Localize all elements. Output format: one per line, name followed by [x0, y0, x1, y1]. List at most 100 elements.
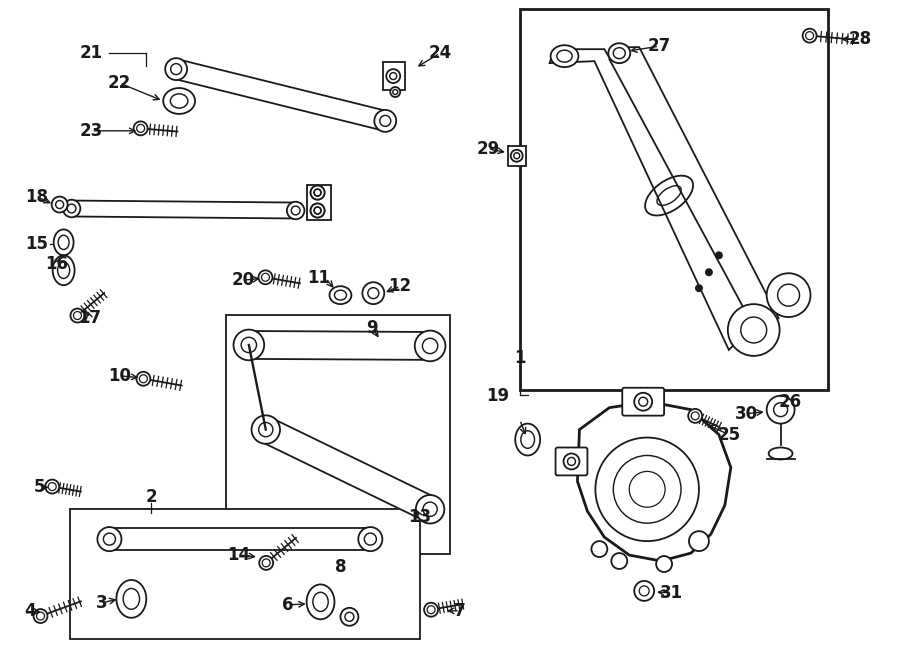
Ellipse shape: [515, 424, 540, 455]
Text: 4: 4: [24, 602, 36, 620]
Circle shape: [310, 203, 325, 218]
Polygon shape: [248, 331, 430, 360]
FancyBboxPatch shape: [555, 448, 588, 475]
FancyBboxPatch shape: [383, 62, 405, 90]
Ellipse shape: [53, 256, 75, 285]
Text: 21: 21: [80, 44, 104, 62]
Text: 10: 10: [108, 367, 130, 385]
Text: 1: 1: [514, 349, 526, 367]
Circle shape: [391, 87, 401, 97]
Text: 15: 15: [25, 236, 49, 254]
Circle shape: [310, 185, 325, 199]
Circle shape: [728, 304, 779, 356]
Ellipse shape: [329, 286, 351, 304]
Circle shape: [510, 150, 523, 162]
Ellipse shape: [307, 585, 335, 619]
Text: 20: 20: [231, 271, 255, 289]
Text: 29: 29: [476, 140, 500, 158]
Text: 14: 14: [228, 546, 250, 564]
Circle shape: [166, 58, 187, 80]
Circle shape: [634, 581, 654, 601]
Ellipse shape: [54, 230, 74, 256]
Ellipse shape: [769, 448, 793, 459]
Circle shape: [611, 553, 627, 569]
Circle shape: [51, 197, 68, 213]
Circle shape: [591, 541, 608, 557]
Circle shape: [715, 252, 723, 260]
Text: 28: 28: [849, 30, 872, 48]
Text: 17: 17: [78, 309, 101, 327]
Circle shape: [310, 203, 325, 218]
FancyBboxPatch shape: [622, 388, 664, 416]
Text: 19: 19: [487, 387, 509, 404]
Circle shape: [416, 495, 445, 524]
Polygon shape: [69, 509, 420, 639]
Circle shape: [358, 527, 382, 551]
Text: 18: 18: [25, 187, 49, 206]
Circle shape: [287, 202, 304, 219]
Circle shape: [363, 282, 384, 304]
FancyBboxPatch shape: [307, 185, 330, 220]
Circle shape: [695, 284, 703, 292]
Text: 3: 3: [95, 594, 107, 612]
Text: 2: 2: [146, 489, 158, 506]
Text: 12: 12: [389, 277, 412, 295]
Text: 16: 16: [45, 256, 68, 273]
Polygon shape: [110, 528, 370, 550]
Polygon shape: [260, 418, 436, 521]
Circle shape: [767, 396, 795, 424]
Circle shape: [33, 609, 48, 623]
Text: 25: 25: [717, 426, 741, 444]
Text: 24: 24: [428, 44, 452, 62]
Circle shape: [374, 110, 396, 132]
Polygon shape: [174, 60, 388, 130]
FancyBboxPatch shape: [508, 146, 526, 166]
Circle shape: [137, 372, 150, 386]
Circle shape: [97, 527, 122, 551]
Circle shape: [415, 330, 446, 361]
Circle shape: [340, 608, 358, 626]
FancyBboxPatch shape: [226, 315, 450, 554]
Ellipse shape: [608, 43, 630, 63]
Circle shape: [634, 393, 652, 410]
Circle shape: [70, 308, 85, 322]
Circle shape: [45, 479, 59, 494]
Text: 27: 27: [647, 37, 670, 55]
Circle shape: [563, 453, 580, 469]
Circle shape: [688, 409, 702, 423]
Circle shape: [258, 270, 273, 284]
Circle shape: [386, 69, 400, 83]
Text: 30: 30: [735, 404, 759, 422]
Circle shape: [233, 330, 265, 360]
Polygon shape: [609, 47, 778, 336]
Text: 8: 8: [335, 558, 346, 576]
Text: 13: 13: [409, 508, 432, 526]
Circle shape: [424, 602, 438, 617]
Circle shape: [134, 121, 148, 135]
Text: 23: 23: [80, 122, 104, 140]
Circle shape: [803, 28, 816, 42]
Circle shape: [251, 415, 280, 444]
Ellipse shape: [551, 45, 579, 67]
Ellipse shape: [163, 88, 195, 114]
Text: 9: 9: [366, 319, 378, 337]
Text: 7: 7: [454, 602, 466, 620]
Circle shape: [705, 268, 713, 276]
Polygon shape: [519, 9, 828, 390]
Circle shape: [63, 200, 80, 217]
Polygon shape: [578, 402, 731, 561]
Text: 11: 11: [307, 269, 330, 287]
Text: 26: 26: [779, 393, 802, 410]
Text: 22: 22: [108, 74, 131, 92]
Text: 5: 5: [34, 479, 46, 496]
Circle shape: [656, 556, 672, 572]
Text: 31: 31: [660, 584, 682, 602]
Polygon shape: [550, 49, 759, 350]
Ellipse shape: [116, 580, 147, 618]
Circle shape: [767, 273, 811, 317]
Circle shape: [259, 556, 273, 570]
Circle shape: [689, 531, 709, 551]
Text: 6: 6: [282, 596, 293, 614]
Polygon shape: [71, 201, 296, 218]
Circle shape: [310, 185, 325, 199]
